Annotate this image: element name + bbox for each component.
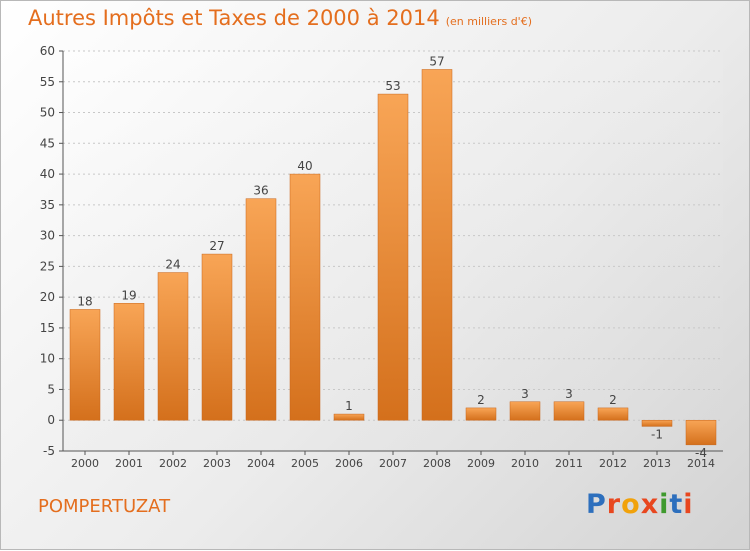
y-tick-label: 45	[40, 136, 55, 150]
x-tick-label-2013: 2013	[643, 457, 671, 470]
y-tick-label: 35	[40, 198, 55, 212]
x-tick-label-2012: 2012	[599, 457, 627, 470]
bar-2011	[553, 401, 585, 421]
value-label-2004: 36	[253, 184, 268, 198]
x-tick-label-2006: 2006	[335, 457, 363, 470]
commune-name: POMPERTUZAT	[38, 496, 171, 517]
x-tick-label-2002: 2002	[159, 457, 187, 470]
chart-title: Autres Impôts et Taxes de 2000 à 2014 (en…	[28, 6, 532, 30]
title-text: Autres Impôts et Taxes de 2000 à 2014	[28, 6, 440, 30]
x-tick-label-2003: 2003	[203, 457, 231, 470]
logo-letter: i	[683, 489, 694, 520]
y-tick-label: 55	[40, 75, 55, 89]
value-label-2009: 2	[477, 393, 485, 407]
value-label-2003: 27	[209, 239, 224, 253]
value-label-2013: -1	[651, 427, 663, 441]
y-tick-label: 30	[40, 229, 55, 243]
value-label-2011: 3	[565, 387, 573, 401]
y-tick-label: 15	[40, 321, 55, 335]
y-tick-label: -5	[43, 444, 55, 458]
bar-2010	[509, 401, 541, 421]
x-tick-label-2011: 2011	[555, 457, 583, 470]
x-tick-label-2010: 2010	[511, 457, 539, 470]
bar-2000	[69, 309, 101, 421]
value-label-2000: 18	[77, 294, 92, 308]
value-label-2002: 24	[165, 258, 180, 272]
bar-2008	[421, 69, 453, 421]
y-tick-label: 10	[40, 352, 55, 366]
y-tick-label: 25	[40, 259, 55, 273]
y-tick-label: 5	[47, 382, 55, 396]
bar-2009	[465, 407, 497, 421]
bar-2005	[289, 173, 321, 421]
bar-2013	[641, 419, 673, 427]
logo-letter: x	[640, 489, 660, 520]
logo-letter: r	[606, 489, 622, 520]
logo-letter: t	[669, 489, 684, 520]
x-tick-label-2005: 2005	[291, 457, 319, 470]
bar-2006	[333, 413, 365, 421]
bar-2002	[157, 272, 189, 421]
x-tick-label-2008: 2008	[423, 457, 451, 470]
x-tick-label-2000: 2000	[71, 457, 99, 470]
x-tick-label-2007: 2007	[379, 457, 407, 470]
proxiti-logo: Proxiti	[586, 489, 694, 520]
bar-2012	[597, 407, 629, 421]
y-tick-label: 50	[40, 106, 55, 120]
value-label-2001: 19	[121, 288, 136, 302]
y-tick-label: 40	[40, 167, 55, 181]
bar-2003	[201, 253, 233, 421]
logo-letter: P	[586, 489, 607, 520]
bar-2007	[377, 93, 409, 421]
x-tick-label-2001: 2001	[115, 457, 143, 470]
y-tick-label: 0	[47, 413, 55, 427]
y-tick-label: 20	[40, 290, 55, 304]
value-label-2010: 3	[521, 387, 529, 401]
logo-letter: i	[659, 489, 670, 520]
y-tick-label: 60	[40, 44, 55, 58]
x-tick-label-2009: 2009	[467, 457, 495, 470]
value-label-2012: 2	[609, 393, 617, 407]
value-label-2005: 40	[297, 159, 312, 173]
value-label-2006: 1	[345, 399, 353, 413]
bar-2001	[113, 303, 145, 421]
x-tick-label-2014: 2014	[687, 457, 715, 470]
value-label-2007: 53	[385, 79, 400, 93]
logo-letter: o	[621, 489, 641, 520]
x-tick-label-2004: 2004	[247, 457, 275, 470]
value-label-2008: 57	[429, 54, 444, 68]
chart-subtitle: (en milliers d'€)	[445, 15, 532, 28]
bar-2014	[685, 419, 717, 446]
bar-2004	[245, 198, 277, 421]
